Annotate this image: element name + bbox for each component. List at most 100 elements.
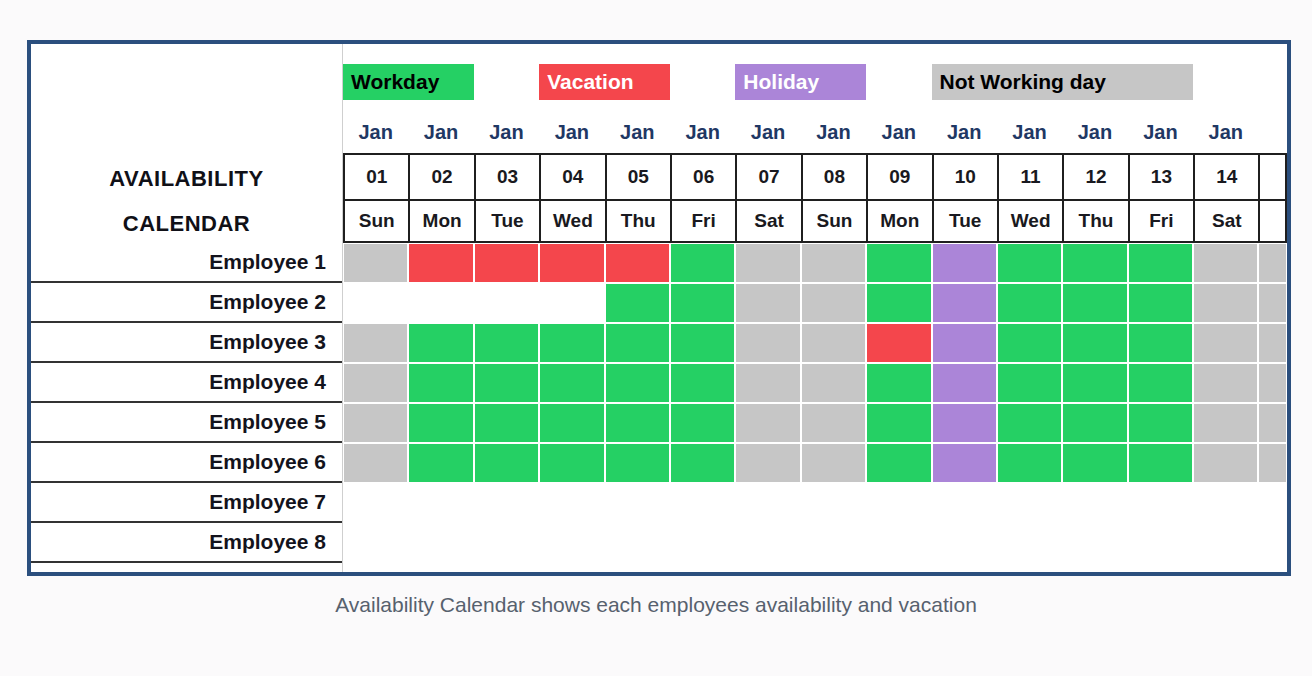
day-cell-edge[interactable]: [1258, 403, 1286, 443]
day-cell[interactable]: [1062, 243, 1127, 283]
day-cell[interactable]: [539, 523, 604, 563]
day-cell[interactable]: [1128, 243, 1193, 283]
day-cell[interactable]: [408, 323, 473, 363]
day-cell[interactable]: [408, 443, 473, 483]
day-cell[interactable]: [997, 443, 1062, 483]
day-cell[interactable]: [1193, 243, 1258, 283]
day-cell[interactable]: [605, 523, 670, 563]
day-cell[interactable]: [474, 483, 539, 523]
day-cell-edge[interactable]: [1258, 363, 1286, 403]
day-cell[interactable]: [408, 363, 473, 403]
day-cell[interactable]: [1128, 323, 1193, 363]
day-cell[interactable]: [474, 243, 539, 283]
day-cell[interactable]: [801, 403, 866, 443]
day-cell[interactable]: [605, 363, 670, 403]
day-cell[interactable]: [1128, 403, 1193, 443]
day-cell[interactable]: [801, 283, 866, 323]
day-cell[interactable]: [866, 523, 931, 563]
day-cell[interactable]: [866, 323, 931, 363]
day-cell[interactable]: [539, 243, 604, 283]
day-cell[interactable]: [932, 443, 997, 483]
day-cell[interactable]: [408, 483, 473, 523]
day-cell[interactable]: [801, 243, 866, 283]
day-cell[interactable]: [801, 523, 866, 563]
day-cell[interactable]: [735, 363, 800, 403]
day-cell[interactable]: [474, 363, 539, 403]
day-cell[interactable]: [997, 483, 1062, 523]
day-cell[interactable]: [997, 363, 1062, 403]
day-cell[interactable]: [1193, 403, 1258, 443]
day-cell[interactable]: [408, 523, 473, 563]
day-cell[interactable]: [932, 363, 997, 403]
day-cell[interactable]: [670, 443, 735, 483]
day-cell[interactable]: [735, 523, 800, 563]
day-cell[interactable]: [1062, 363, 1127, 403]
day-cell[interactable]: [866, 443, 931, 483]
day-cell[interactable]: [474, 323, 539, 363]
day-cell[interactable]: [539, 323, 604, 363]
day-cell[interactable]: [735, 443, 800, 483]
day-cell[interactable]: [408, 243, 473, 283]
day-cell[interactable]: [605, 283, 670, 323]
day-cell[interactable]: [1193, 523, 1258, 563]
day-cell[interactable]: [1062, 323, 1127, 363]
day-cell[interactable]: [474, 443, 539, 483]
day-cell[interactable]: [605, 403, 670, 443]
day-cell[interactable]: [1128, 363, 1193, 403]
day-cell[interactable]: [539, 363, 604, 403]
day-cell[interactable]: [343, 243, 408, 283]
day-cell[interactable]: [932, 483, 997, 523]
day-cell[interactable]: [866, 483, 931, 523]
day-cell[interactable]: [1193, 363, 1258, 403]
day-cell[interactable]: [474, 283, 539, 323]
day-cell[interactable]: [801, 363, 866, 403]
day-cell[interactable]: [997, 323, 1062, 363]
day-cell[interactable]: [735, 323, 800, 363]
day-cell[interactable]: [605, 243, 670, 283]
day-cell[interactable]: [801, 323, 866, 363]
day-cell[interactable]: [343, 403, 408, 443]
day-cell[interactable]: [1062, 283, 1127, 323]
day-cell[interactable]: [1128, 483, 1193, 523]
day-cell[interactable]: [866, 283, 931, 323]
day-cell[interactable]: [670, 363, 735, 403]
day-cell[interactable]: [1062, 523, 1127, 563]
day-cell[interactable]: [1128, 523, 1193, 563]
day-cell[interactable]: [932, 523, 997, 563]
employee-name-cell[interactable]: Employee 7: [31, 483, 342, 523]
day-cell[interactable]: [343, 323, 408, 363]
day-cell[interactable]: [343, 483, 408, 523]
day-cell[interactable]: [1128, 443, 1193, 483]
day-cell[interactable]: [408, 283, 473, 323]
day-cell-edge[interactable]: [1258, 483, 1286, 523]
employee-name-cell[interactable]: Employee 4: [31, 363, 342, 403]
day-cell[interactable]: [1193, 323, 1258, 363]
day-cell[interactable]: [670, 403, 735, 443]
day-cell[interactable]: [801, 483, 866, 523]
day-cell-edge[interactable]: [1258, 323, 1286, 363]
day-cell-edge[interactable]: [1258, 243, 1286, 283]
day-cell[interactable]: [343, 443, 408, 483]
day-cell[interactable]: [605, 323, 670, 363]
day-cell[interactable]: [866, 403, 931, 443]
day-cell[interactable]: [932, 243, 997, 283]
day-cell[interactable]: [866, 243, 931, 283]
employee-name-cell[interactable]: Employee 6: [31, 443, 342, 483]
day-cell[interactable]: [801, 443, 866, 483]
day-cell[interactable]: [670, 523, 735, 563]
day-cell[interactable]: [539, 403, 604, 443]
day-cell[interactable]: [670, 283, 735, 323]
day-cell[interactable]: [670, 243, 735, 283]
day-cell[interactable]: [1128, 283, 1193, 323]
day-cell[interactable]: [1062, 443, 1127, 483]
day-cell[interactable]: [605, 443, 670, 483]
day-cell[interactable]: [1193, 483, 1258, 523]
day-cell[interactable]: [539, 443, 604, 483]
day-cell[interactable]: [866, 363, 931, 403]
day-cell[interactable]: [932, 403, 997, 443]
day-cell[interactable]: [932, 323, 997, 363]
day-cell[interactable]: [1062, 403, 1127, 443]
day-cell[interactable]: [539, 483, 604, 523]
employee-name-cell[interactable]: Employee 1: [31, 243, 342, 283]
day-cell[interactable]: [997, 243, 1062, 283]
